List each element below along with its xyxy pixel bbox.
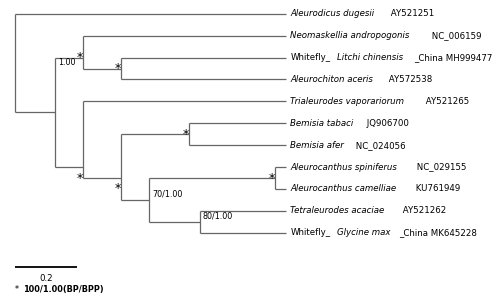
Text: JQ906700: JQ906700 [364, 119, 408, 128]
Text: *: * [115, 62, 121, 75]
Text: NC_006159: NC_006159 [429, 31, 482, 40]
Text: Bemisia tabaci: Bemisia tabaci [290, 119, 354, 128]
Text: NC_029155: NC_029155 [414, 163, 467, 172]
Text: *: * [76, 51, 83, 64]
Text: Litchi chinensis: Litchi chinensis [337, 53, 403, 62]
Text: Bemisia afer: Bemisia afer [290, 141, 344, 150]
Text: 1.00: 1.00 [58, 58, 76, 67]
Text: 80/1.00: 80/1.00 [202, 212, 233, 221]
Text: AY572538: AY572538 [386, 75, 432, 84]
Text: Whitefly_: Whitefly_ [290, 228, 331, 237]
Text: Trialeurodes vaporariorum: Trialeurodes vaporariorum [290, 97, 405, 106]
Text: AY521265: AY521265 [422, 97, 469, 106]
Text: NC_024056: NC_024056 [352, 141, 406, 150]
Text: Tetraleurodes acaciae: Tetraleurodes acaciae [290, 206, 384, 215]
Text: *: * [182, 128, 189, 141]
Text: Neomaskellia andropogonis: Neomaskellia andropogonis [290, 31, 410, 40]
Text: AY521251: AY521251 [388, 9, 434, 18]
Text: AY521262: AY521262 [400, 206, 446, 215]
Text: *: * [115, 182, 121, 196]
Text: Glycine max: Glycine max [337, 228, 390, 237]
Text: Aleurocanthus spiniferus: Aleurocanthus spiniferus [290, 163, 398, 172]
Text: Aleurocanthus camelliae: Aleurocanthus camelliae [290, 184, 397, 193]
Text: KU761949: KU761949 [414, 184, 461, 193]
Text: 0.2: 0.2 [39, 274, 52, 283]
Text: Aleurochiton aceris: Aleurochiton aceris [290, 75, 374, 84]
Text: *: * [269, 172, 275, 184]
Text: *: * [76, 172, 83, 184]
Text: _China MK645228: _China MK645228 [399, 228, 477, 237]
Text: Aleurodicus dugesii: Aleurodicus dugesii [290, 9, 374, 18]
Text: Whitefly_: Whitefly_ [290, 53, 331, 62]
Text: *: * [15, 285, 22, 295]
Text: 100/1.00(BP/BPP): 100/1.00(BP/BPP) [23, 285, 103, 295]
Text: _China MH999477: _China MH999477 [414, 53, 492, 62]
Text: 70/1.00: 70/1.00 [152, 190, 182, 199]
